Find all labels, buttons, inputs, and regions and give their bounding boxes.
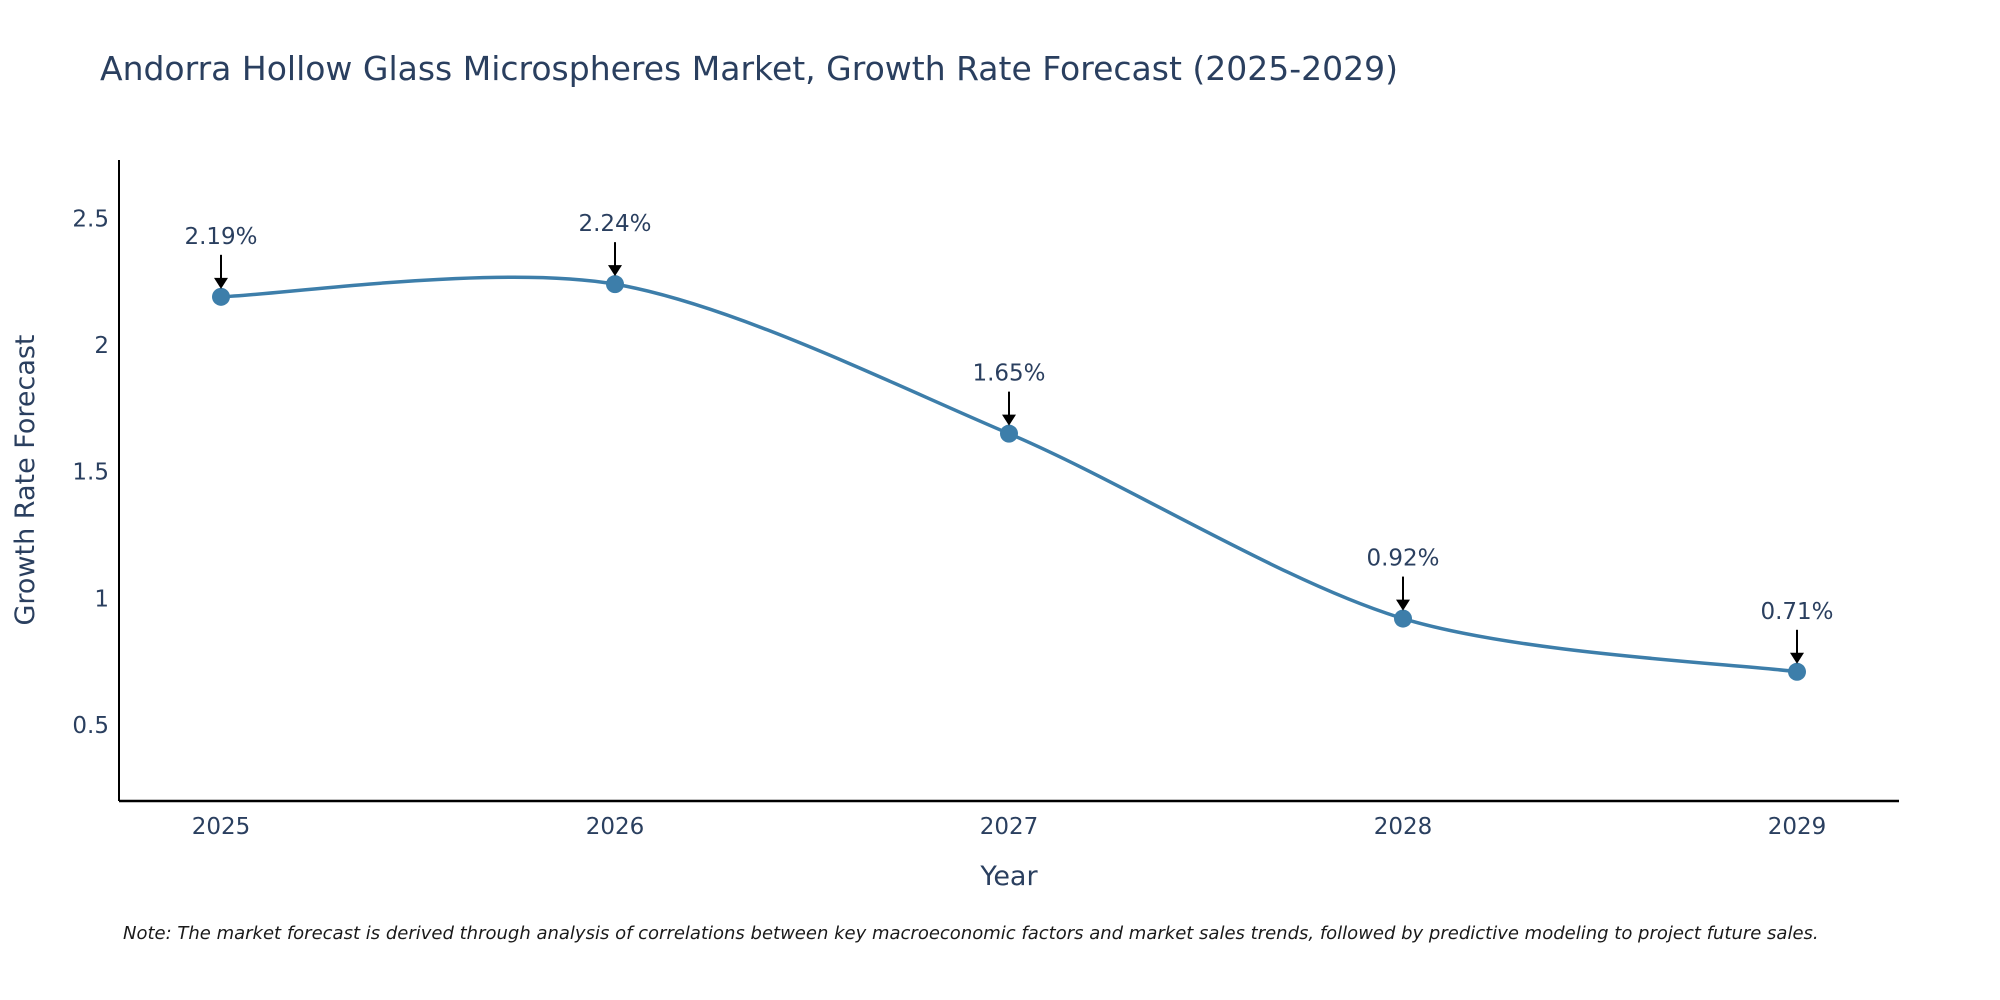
- data-point-marker: [1000, 424, 1018, 443]
- y-tick-label: 2.5: [72, 206, 109, 232]
- data-markers: [212, 275, 1806, 681]
- data-label: 0.92%: [1366, 546, 1439, 572]
- chart-title: Andorra Hollow Glass Microspheres Market…: [100, 49, 1398, 88]
- y-axis-ticks: 0.5 1 1.5 2 2.5: [72, 206, 109, 739]
- annotation-arrow-head: [1790, 652, 1804, 664]
- data-annotations: 2.19% 2.24% 1.65% 0.92% 0.71%: [184, 211, 1834, 664]
- y-tick-label: 1.5: [72, 460, 109, 486]
- data-label: 1.65%: [972, 361, 1045, 387]
- x-tick-label: 2027: [980, 814, 1039, 840]
- x-axis-ticks: 2025 2026 2027 2028 2029: [192, 814, 1827, 840]
- annotation-arrow-head: [1002, 414, 1016, 426]
- annotation-arrow-head: [214, 277, 228, 289]
- x-axis-title: Year: [979, 861, 1038, 892]
- annotation-arrow-head: [608, 265, 622, 277]
- footnote: Note: The market forecast is derived thr…: [123, 923, 1819, 944]
- data-point-marker: [1394, 609, 1412, 628]
- data-point-marker: [1788, 662, 1806, 681]
- y-tick-label: 0.5: [72, 713, 109, 739]
- y-tick-label: 1: [94, 586, 109, 612]
- y-axis-title: Growth Rate Forecast: [10, 334, 41, 625]
- x-tick-label: 2025: [192, 814, 251, 840]
- x-tick-label: 2026: [586, 814, 645, 840]
- x-tick-label: 2028: [1374, 814, 1433, 840]
- data-point-marker: [606, 275, 624, 294]
- series-line: [220, 275, 1798, 674]
- annotation-arrow-head: [1396, 599, 1410, 611]
- data-label: 2.24%: [578, 211, 651, 237]
- x-tick-label: 2029: [1768, 814, 1827, 840]
- y-tick-label: 2: [94, 333, 109, 359]
- data-point-marker: [212, 287, 230, 306]
- data-label: 0.71%: [1760, 599, 1833, 625]
- data-label: 2.19%: [184, 224, 257, 250]
